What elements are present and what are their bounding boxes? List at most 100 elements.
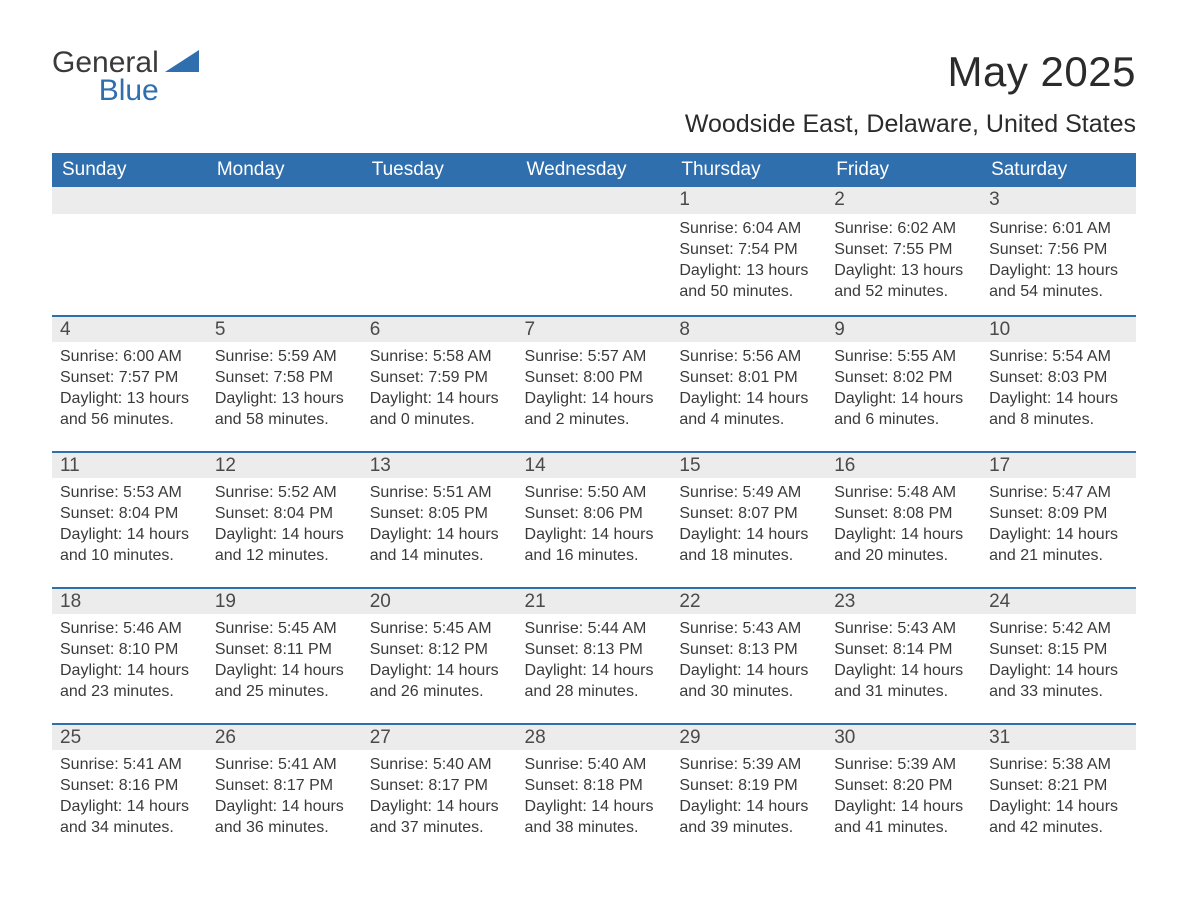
day-number: 18 [52, 587, 207, 614]
day-number: 8 [671, 315, 826, 342]
day-number: 27 [362, 723, 517, 750]
day-details: Sunrise: 5:39 AMSunset: 8:19 PMDaylight:… [671, 750, 826, 838]
sunrise-line: Sunrise: 5:40 AM [525, 754, 664, 775]
daylight-line: Daylight: 14 hours and 26 minutes. [370, 660, 509, 702]
sunrise-line: Sunrise: 5:41 AM [215, 754, 354, 775]
sunrise-line: Sunrise: 5:42 AM [989, 618, 1128, 639]
day-number: 24 [981, 587, 1136, 614]
sunrise-line: Sunrise: 5:54 AM [989, 346, 1128, 367]
calendar-week: 11Sunrise: 5:53 AMSunset: 8:04 PMDayligh… [52, 451, 1136, 587]
calendar-day: 4Sunrise: 6:00 AMSunset: 7:57 PMDaylight… [52, 315, 207, 451]
day-details: Sunrise: 5:43 AMSunset: 8:14 PMDaylight:… [826, 614, 981, 702]
sunset-line: Sunset: 8:21 PM [989, 775, 1128, 796]
daylight-line: Daylight: 14 hours and 41 minutes. [834, 796, 973, 838]
calendar-day: 23Sunrise: 5:43 AMSunset: 8:14 PMDayligh… [826, 587, 981, 723]
calendar-day: 5Sunrise: 5:59 AMSunset: 7:58 PMDaylight… [207, 315, 362, 451]
sunset-line: Sunset: 8:13 PM [525, 639, 664, 660]
day-number [362, 187, 517, 214]
day-details: Sunrise: 5:55 AMSunset: 8:02 PMDaylight:… [826, 342, 981, 430]
day-number: 13 [362, 451, 517, 478]
sunset-line: Sunset: 8:14 PM [834, 639, 973, 660]
day-details: Sunrise: 5:46 AMSunset: 8:10 PMDaylight:… [52, 614, 207, 702]
daylight-line: Daylight: 13 hours and 54 minutes. [989, 260, 1128, 302]
day-details: Sunrise: 5:58 AMSunset: 7:59 PMDaylight:… [362, 342, 517, 430]
calendar-day: 11Sunrise: 5:53 AMSunset: 8:04 PMDayligh… [52, 451, 207, 587]
weekday-header: Sunday [52, 153, 207, 187]
daylight-line: Daylight: 14 hours and 33 minutes. [989, 660, 1128, 702]
location-subtitle: Woodside East, Delaware, United States [685, 110, 1136, 139]
daylight-line: Daylight: 14 hours and 39 minutes. [679, 796, 818, 838]
daylight-line: Daylight: 14 hours and 28 minutes. [525, 660, 664, 702]
page-header: General Blue May 2025 Woodside East, Del… [52, 48, 1136, 139]
calendar-empty-day [52, 187, 207, 315]
sunrise-line: Sunrise: 5:52 AM [215, 482, 354, 503]
day-details: Sunrise: 5:53 AMSunset: 8:04 PMDaylight:… [52, 478, 207, 566]
daylight-line: Daylight: 14 hours and 34 minutes. [60, 796, 199, 838]
daylight-line: Daylight: 14 hours and 42 minutes. [989, 796, 1128, 838]
day-details: Sunrise: 6:00 AMSunset: 7:57 PMDaylight:… [52, 342, 207, 430]
calendar-day: 13Sunrise: 5:51 AMSunset: 8:05 PMDayligh… [362, 451, 517, 587]
calendar-day: 9Sunrise: 5:55 AMSunset: 8:02 PMDaylight… [826, 315, 981, 451]
sunset-line: Sunset: 8:02 PM [834, 367, 973, 388]
day-number: 4 [52, 315, 207, 342]
sunrise-line: Sunrise: 5:58 AM [370, 346, 509, 367]
day-details: Sunrise: 5:50 AMSunset: 8:06 PMDaylight:… [517, 478, 672, 566]
daylight-line: Daylight: 14 hours and 8 minutes. [989, 388, 1128, 430]
sunrise-line: Sunrise: 6:04 AM [679, 218, 818, 239]
daylight-line: Daylight: 14 hours and 21 minutes. [989, 524, 1128, 566]
day-number: 1 [671, 187, 826, 214]
logo-word2: Blue [90, 76, 159, 106]
sunrise-line: Sunrise: 5:45 AM [370, 618, 509, 639]
sunset-line: Sunset: 8:17 PM [215, 775, 354, 796]
day-number: 6 [362, 315, 517, 342]
day-details: Sunrise: 5:43 AMSunset: 8:13 PMDaylight:… [671, 614, 826, 702]
sunset-line: Sunset: 8:20 PM [834, 775, 973, 796]
sunset-line: Sunset: 8:09 PM [989, 503, 1128, 524]
calendar-day: 17Sunrise: 5:47 AMSunset: 8:09 PMDayligh… [981, 451, 1136, 587]
daylight-line: Daylight: 14 hours and 16 minutes. [525, 524, 664, 566]
day-number: 5 [207, 315, 362, 342]
daylight-line: Daylight: 14 hours and 37 minutes. [370, 796, 509, 838]
day-details: Sunrise: 5:51 AMSunset: 8:05 PMDaylight:… [362, 478, 517, 566]
daylight-line: Daylight: 14 hours and 12 minutes. [215, 524, 354, 566]
calendar-day: 27Sunrise: 5:40 AMSunset: 8:17 PMDayligh… [362, 723, 517, 859]
calendar-week: 1Sunrise: 6:04 AMSunset: 7:54 PMDaylight… [52, 187, 1136, 315]
calendar-day: 18Sunrise: 5:46 AMSunset: 8:10 PMDayligh… [52, 587, 207, 723]
day-details: Sunrise: 5:41 AMSunset: 8:17 PMDaylight:… [207, 750, 362, 838]
day-details: Sunrise: 5:59 AMSunset: 7:58 PMDaylight:… [207, 342, 362, 430]
calendar-day: 6Sunrise: 5:58 AMSunset: 7:59 PMDaylight… [362, 315, 517, 451]
calendar-day: 2Sunrise: 6:02 AMSunset: 7:55 PMDaylight… [826, 187, 981, 315]
calendar-day: 20Sunrise: 5:45 AMSunset: 8:12 PMDayligh… [362, 587, 517, 723]
weekday-header: Friday [826, 153, 981, 187]
calendar-week: 4Sunrise: 6:00 AMSunset: 7:57 PMDaylight… [52, 315, 1136, 451]
sunset-line: Sunset: 8:07 PM [679, 503, 818, 524]
sunset-line: Sunset: 8:19 PM [679, 775, 818, 796]
sunset-line: Sunset: 8:16 PM [60, 775, 199, 796]
title-block: May 2025 Woodside East, Delaware, United… [685, 48, 1136, 139]
day-number: 3 [981, 187, 1136, 214]
daylight-line: Daylight: 14 hours and 31 minutes. [834, 660, 973, 702]
sunrise-line: Sunrise: 5:45 AM [215, 618, 354, 639]
day-details: Sunrise: 5:40 AMSunset: 8:18 PMDaylight:… [517, 750, 672, 838]
calendar-day: 8Sunrise: 5:56 AMSunset: 8:01 PMDaylight… [671, 315, 826, 451]
day-details: Sunrise: 6:02 AMSunset: 7:55 PMDaylight:… [826, 214, 981, 302]
calendar-empty-day [362, 187, 517, 315]
day-details: Sunrise: 5:45 AMSunset: 8:12 PMDaylight:… [362, 614, 517, 702]
sunrise-line: Sunrise: 5:43 AM [679, 618, 818, 639]
day-number: 26 [207, 723, 362, 750]
calendar-week: 25Sunrise: 5:41 AMSunset: 8:16 PMDayligh… [52, 723, 1136, 859]
day-details: Sunrise: 5:54 AMSunset: 8:03 PMDaylight:… [981, 342, 1136, 430]
calendar-day: 12Sunrise: 5:52 AMSunset: 8:04 PMDayligh… [207, 451, 362, 587]
sunset-line: Sunset: 7:56 PM [989, 239, 1128, 260]
daylight-line: Daylight: 14 hours and 38 minutes. [525, 796, 664, 838]
daylight-line: Daylight: 14 hours and 14 minutes. [370, 524, 509, 566]
sunset-line: Sunset: 8:12 PM [370, 639, 509, 660]
sunset-line: Sunset: 7:55 PM [834, 239, 973, 260]
calendar-day: 30Sunrise: 5:39 AMSunset: 8:20 PMDayligh… [826, 723, 981, 859]
weekday-header: Monday [207, 153, 362, 187]
sunset-line: Sunset: 7:59 PM [370, 367, 509, 388]
day-details: Sunrise: 5:52 AMSunset: 8:04 PMDaylight:… [207, 478, 362, 566]
day-number: 12 [207, 451, 362, 478]
day-number [52, 187, 207, 214]
calendar-day: 15Sunrise: 5:49 AMSunset: 8:07 PMDayligh… [671, 451, 826, 587]
